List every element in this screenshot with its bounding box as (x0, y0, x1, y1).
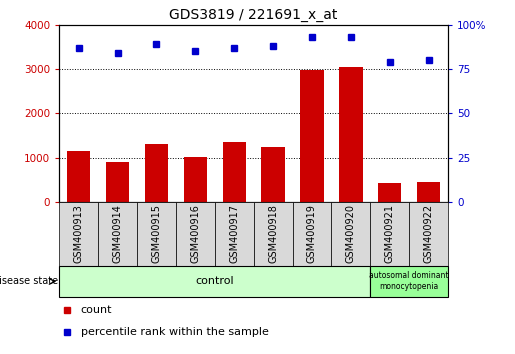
Bar (176, 202, 215, 266)
Text: GSM400919: GSM400919 (307, 204, 317, 263)
Text: GSM400920: GSM400920 (346, 204, 356, 263)
Bar (378, 183, 401, 202)
Bar (184, 156, 207, 202)
Text: GSM400917: GSM400917 (229, 204, 239, 263)
Text: control: control (195, 276, 234, 286)
Bar (293, 202, 332, 266)
Bar (215, 202, 253, 266)
Text: GSM400916: GSM400916 (191, 204, 200, 263)
Text: percentile rank within the sample: percentile rank within the sample (81, 327, 268, 337)
Text: GSM400915: GSM400915 (151, 204, 161, 263)
Bar (417, 182, 440, 202)
Text: GSM400918: GSM400918 (268, 204, 278, 263)
Bar (98, 202, 137, 266)
Bar (300, 70, 323, 202)
Title: GDS3819 / 221691_x_at: GDS3819 / 221691_x_at (169, 8, 338, 22)
Bar (59, 202, 98, 266)
Bar (370, 266, 448, 297)
Text: GSM400913: GSM400913 (74, 204, 83, 263)
Bar (222, 142, 246, 202)
Text: disease state: disease state (0, 276, 58, 286)
Bar (332, 202, 370, 266)
Text: autosomal dominant
monocytopenia: autosomal dominant monocytopenia (369, 272, 449, 291)
Text: count: count (81, 305, 112, 315)
Bar (253, 202, 293, 266)
Bar (145, 144, 168, 202)
Bar (339, 67, 363, 202)
Text: GSM400922: GSM400922 (424, 204, 434, 263)
Text: GSM400921: GSM400921 (385, 204, 394, 263)
Text: GSM400914: GSM400914 (113, 204, 123, 263)
Bar (262, 147, 285, 202)
Bar (409, 202, 448, 266)
Bar (106, 162, 129, 202)
Bar (59, 266, 370, 297)
Bar (67, 151, 90, 202)
Bar (137, 202, 176, 266)
Bar (370, 202, 409, 266)
